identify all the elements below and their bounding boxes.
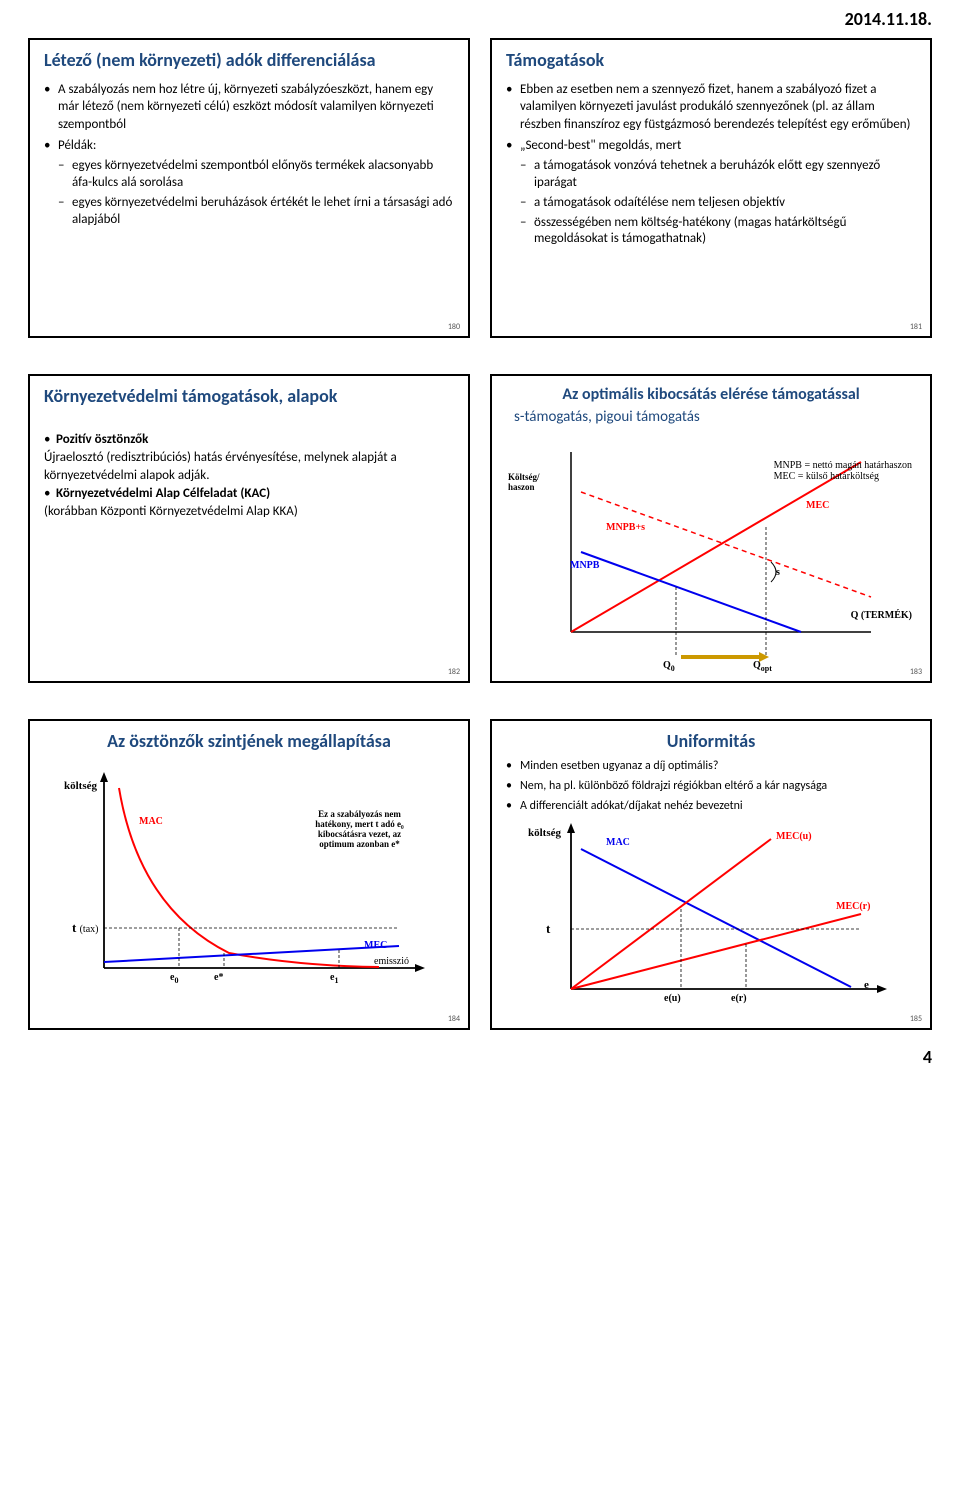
slide-185: Uniformitás Minden esetben ugyanaz a díj… (490, 719, 932, 1029)
chart-svg (44, 758, 454, 1008)
list-item: egyes környezetvédelmi beruházások érték… (58, 195, 454, 229)
mecu-label: MEC(u) (776, 831, 812, 842)
ylabel: Költség/ haszon (508, 472, 540, 492)
ylabel: költség (64, 780, 97, 792)
list-text: Példák: (58, 138, 96, 153)
e1-sub: 1 (334, 976, 338, 985)
mec-label: MEC (806, 500, 829, 511)
qopt: Q (753, 660, 761, 671)
t-label: t (546, 921, 550, 937)
slide-181-title: Támogatások (506, 50, 916, 71)
er-label: e(r) (731, 993, 747, 1004)
list-item: egyes környezetvédelmi szempontból előny… (58, 158, 454, 192)
list-item: Példák: egyes környezetvédelmi szempontb… (44, 137, 454, 228)
text: Újraelosztó (redisztribúciós) hatás érvé… (44, 449, 454, 485)
slide-185-list: Minden esetben ugyanaz a díj optimális? … (506, 758, 916, 819)
list-item: „Second-best" megoldás, mert a támogatás… (506, 137, 916, 248)
slide-number: 181 (910, 322, 922, 332)
slide-number: 184 (448, 1014, 460, 1024)
mnpb-label: MNPB (570, 560, 599, 571)
slide-number: 182 (448, 667, 460, 677)
list-item: Ebben az esetben nem a szennyező fizet, … (506, 81, 916, 134)
list-item: A szabályozás nem hoz létre új, környeze… (44, 81, 454, 134)
eu-label: e(u) (664, 993, 681, 1004)
slide-181: Támogatások Ebben az esetben nem a szenn… (490, 38, 932, 338)
estar: e* (214, 972, 223, 983)
slide-180: Létező (nem környezeti) adók differenciá… (28, 38, 470, 338)
slide-185-title: Uniformitás (506, 731, 916, 752)
ylabel: költség (528, 827, 561, 839)
s-label: s (776, 567, 780, 578)
list-item: Minden esetben ugyanaz a díj optimális? (506, 758, 916, 774)
slide-180-title: Létező (nem környezeti) adók differenciá… (44, 50, 454, 71)
slide-182: Környezetvédelmi támogatások, alapok Poz… (28, 374, 470, 683)
slide-182-body: Pozitív ösztönzők Újraelosztó (redisztri… (44, 431, 454, 522)
slide-183: Az optimális kibocsátás elérése támogatá… (490, 374, 932, 683)
legend-line: MNPB = nettó magán határhaszon (774, 460, 912, 471)
list-item: a támogatások odaítélése nem teljesen ob… (520, 195, 916, 212)
t-label: t (tax) (72, 920, 98, 936)
slide-181-list: Ebben az esetben nem a szennyező fizet, … (506, 81, 916, 253)
page-date: 2014.11.18. (0, 0, 960, 34)
uniformity-chart: költség MAC MEC(u) MEC(r) t e(u) e(r) e (506, 819, 916, 1024)
text: (korábban Központi Környezetvédelmi Alap… (44, 503, 454, 521)
list-item: a támogatások vonzóvá tehetnek a beruház… (520, 158, 916, 192)
mac-label: MAC (606, 837, 630, 848)
slide-183-title: Az optimális kibocsátás elérése támogatá… (506, 386, 916, 404)
qopt-sub: opt (761, 664, 772, 673)
mecr-label: MEC(r) (836, 901, 870, 912)
slide-number: 185 (910, 1014, 922, 1024)
e0-sub: 0 (174, 976, 178, 985)
slide-184-title: Az ösztönzők szintjének megállapítása (44, 731, 454, 752)
mec-label: MEC (364, 940, 387, 951)
q0: Q (663, 660, 671, 671)
slide-184: Az ösztönzők szintjének megállapítása (28, 719, 470, 1029)
q0-sub: 0 (671, 664, 675, 673)
slide-number: 183 (910, 667, 922, 677)
text-bold: Pozitív ösztönzők (56, 432, 148, 447)
slide-183-subtitle: s-támogatás, pigoui támogatás (506, 408, 916, 426)
slides-grid: Létező (nem környezeti) adók differenciá… (0, 34, 960, 1038)
slide-182-title: Környezetvédelmi támogatások, alapok (44, 386, 454, 407)
slide-number: 180 (448, 322, 460, 332)
text-bold: Környezetvédelmi Alap Célfeladat (KAC) (56, 486, 270, 501)
list-item: A differenciált adókat/díjakat nehéz bev… (506, 798, 916, 814)
chart-svg (506, 819, 916, 1019)
mnpbs-label: MNPB+s (606, 522, 645, 533)
note-box: Ez a szabályozás nem hatékony, mert t ad… (302, 810, 417, 850)
mac-label: MAC (139, 816, 163, 827)
xlabel: Q (TERMÉK) (851, 610, 912, 621)
legend-line: MEC = külső határköltség (774, 471, 912, 482)
incentive-chart: költség MAC MEC t (tax) Ez a szabályozás… (44, 758, 454, 1024)
list-text: „Second-best" megoldás, mert (520, 138, 681, 153)
list-item: Nem, ha pl. különböző földrajzi régiókba… (506, 778, 916, 794)
xlabel: emisszió (374, 956, 409, 967)
slide-180-list: A szabályozás nem hoz létre új, környeze… (44, 81, 454, 233)
list-item: összességében nem költség-hatékony (maga… (520, 215, 916, 249)
pigou-chart: Költség/ haszon MNPB = nettó magán határ… (506, 432, 916, 677)
page-number: 4 (0, 1038, 960, 1078)
e-label: e (864, 979, 869, 991)
